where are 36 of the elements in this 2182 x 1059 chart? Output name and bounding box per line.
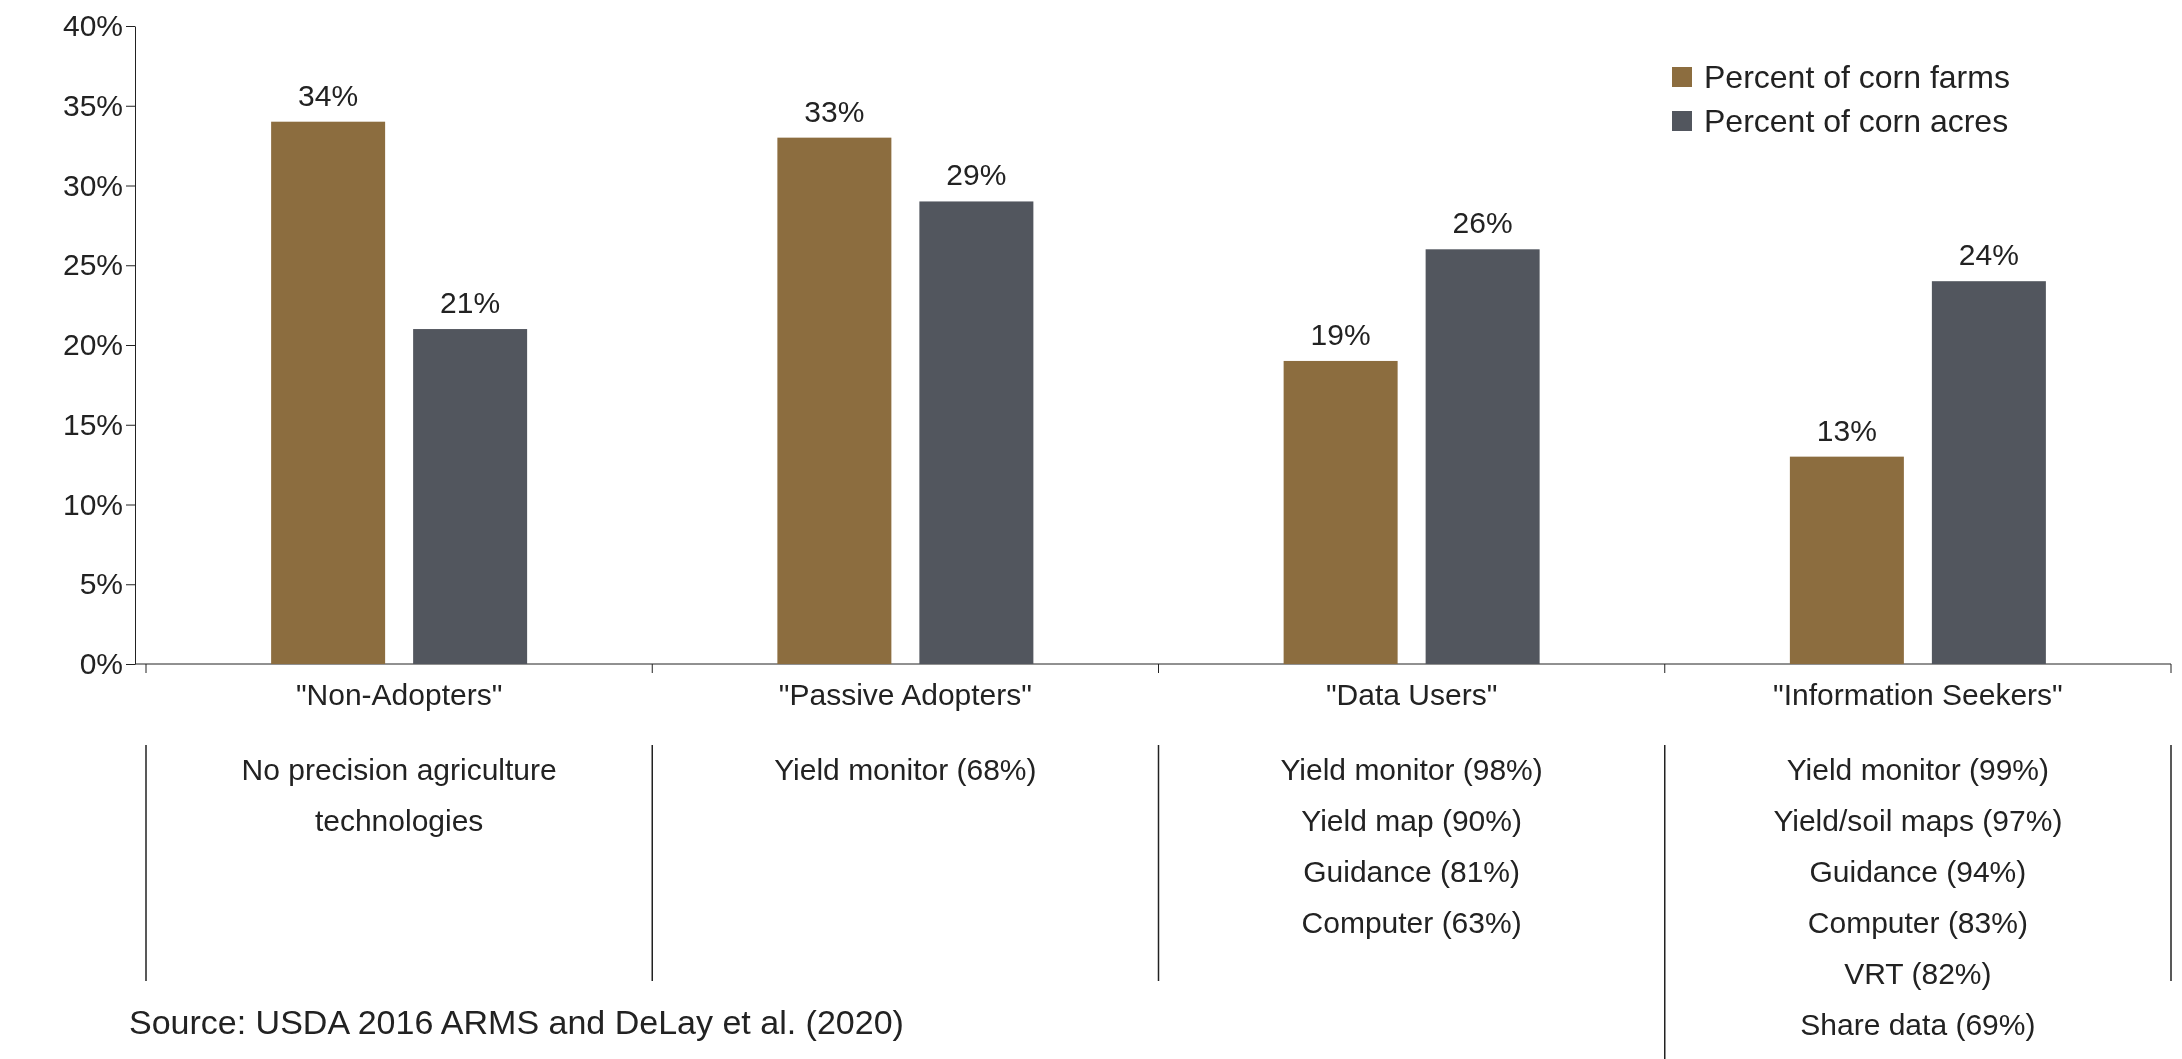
- x-tick-label: "Information Seekers": [1772, 678, 2063, 712]
- y-tick-label: 5%: [79, 567, 123, 601]
- text: 19%: [1310, 317, 1371, 351]
- text: 24%: [1958, 238, 2019, 272]
- text: 29%: [946, 158, 1007, 192]
- bar: [777, 137, 892, 664]
- bar: [1789, 456, 1904, 664]
- text: 21%: [440, 286, 501, 320]
- legend-label: Percent of corn acres: [1704, 103, 2009, 139]
- y-tick-label: 25%: [62, 248, 123, 282]
- text: 34%: [298, 78, 359, 112]
- bar: [919, 201, 1034, 664]
- bar: [413, 329, 528, 664]
- y-tick-label: 35%: [62, 88, 123, 122]
- y-tick-label: 15%: [62, 407, 123, 441]
- text: No precision agriculture technologies: [241, 753, 557, 837]
- bar: [1931, 281, 2046, 664]
- text: Yield monitor (99%) Yield/soil maps (97%) Guidance (94%) Computer (83%) VRT (82%) Share data (69%): [1773, 753, 2063, 1041]
- text: Yield monitor (98%) Yield map (90%) Guidance (81%) Computer (63%): [1280, 753, 1543, 939]
- x-tick-label: "Passive Adopters": [778, 678, 1032, 712]
- text: 13%: [1816, 413, 1877, 447]
- bar: [1425, 249, 1540, 664]
- text: 26%: [1452, 206, 1513, 240]
- y-tick-label: 40%: [62, 9, 123, 43]
- text: 33%: [804, 94, 865, 128]
- y-tick-label: 10%: [62, 487, 123, 521]
- bar: [271, 121, 386, 664]
- x-tick-label: "Non-Adopters": [295, 678, 503, 712]
- y-tick-label: 0%: [79, 647, 123, 681]
- y-tick-label: 20%: [62, 328, 123, 362]
- x-tick-label: "Data Users": [1325, 678, 1498, 712]
- source-note: Source: USDA 2016 ARMS and DeLay et al. (2020): [129, 1003, 904, 1041]
- text: Yield monitor (68%): [774, 753, 1037, 786]
- y-tick-label: 30%: [62, 168, 123, 202]
- bar: [1283, 360, 1398, 664]
- legend-label: Percent of corn farms: [1704, 59, 2010, 95]
